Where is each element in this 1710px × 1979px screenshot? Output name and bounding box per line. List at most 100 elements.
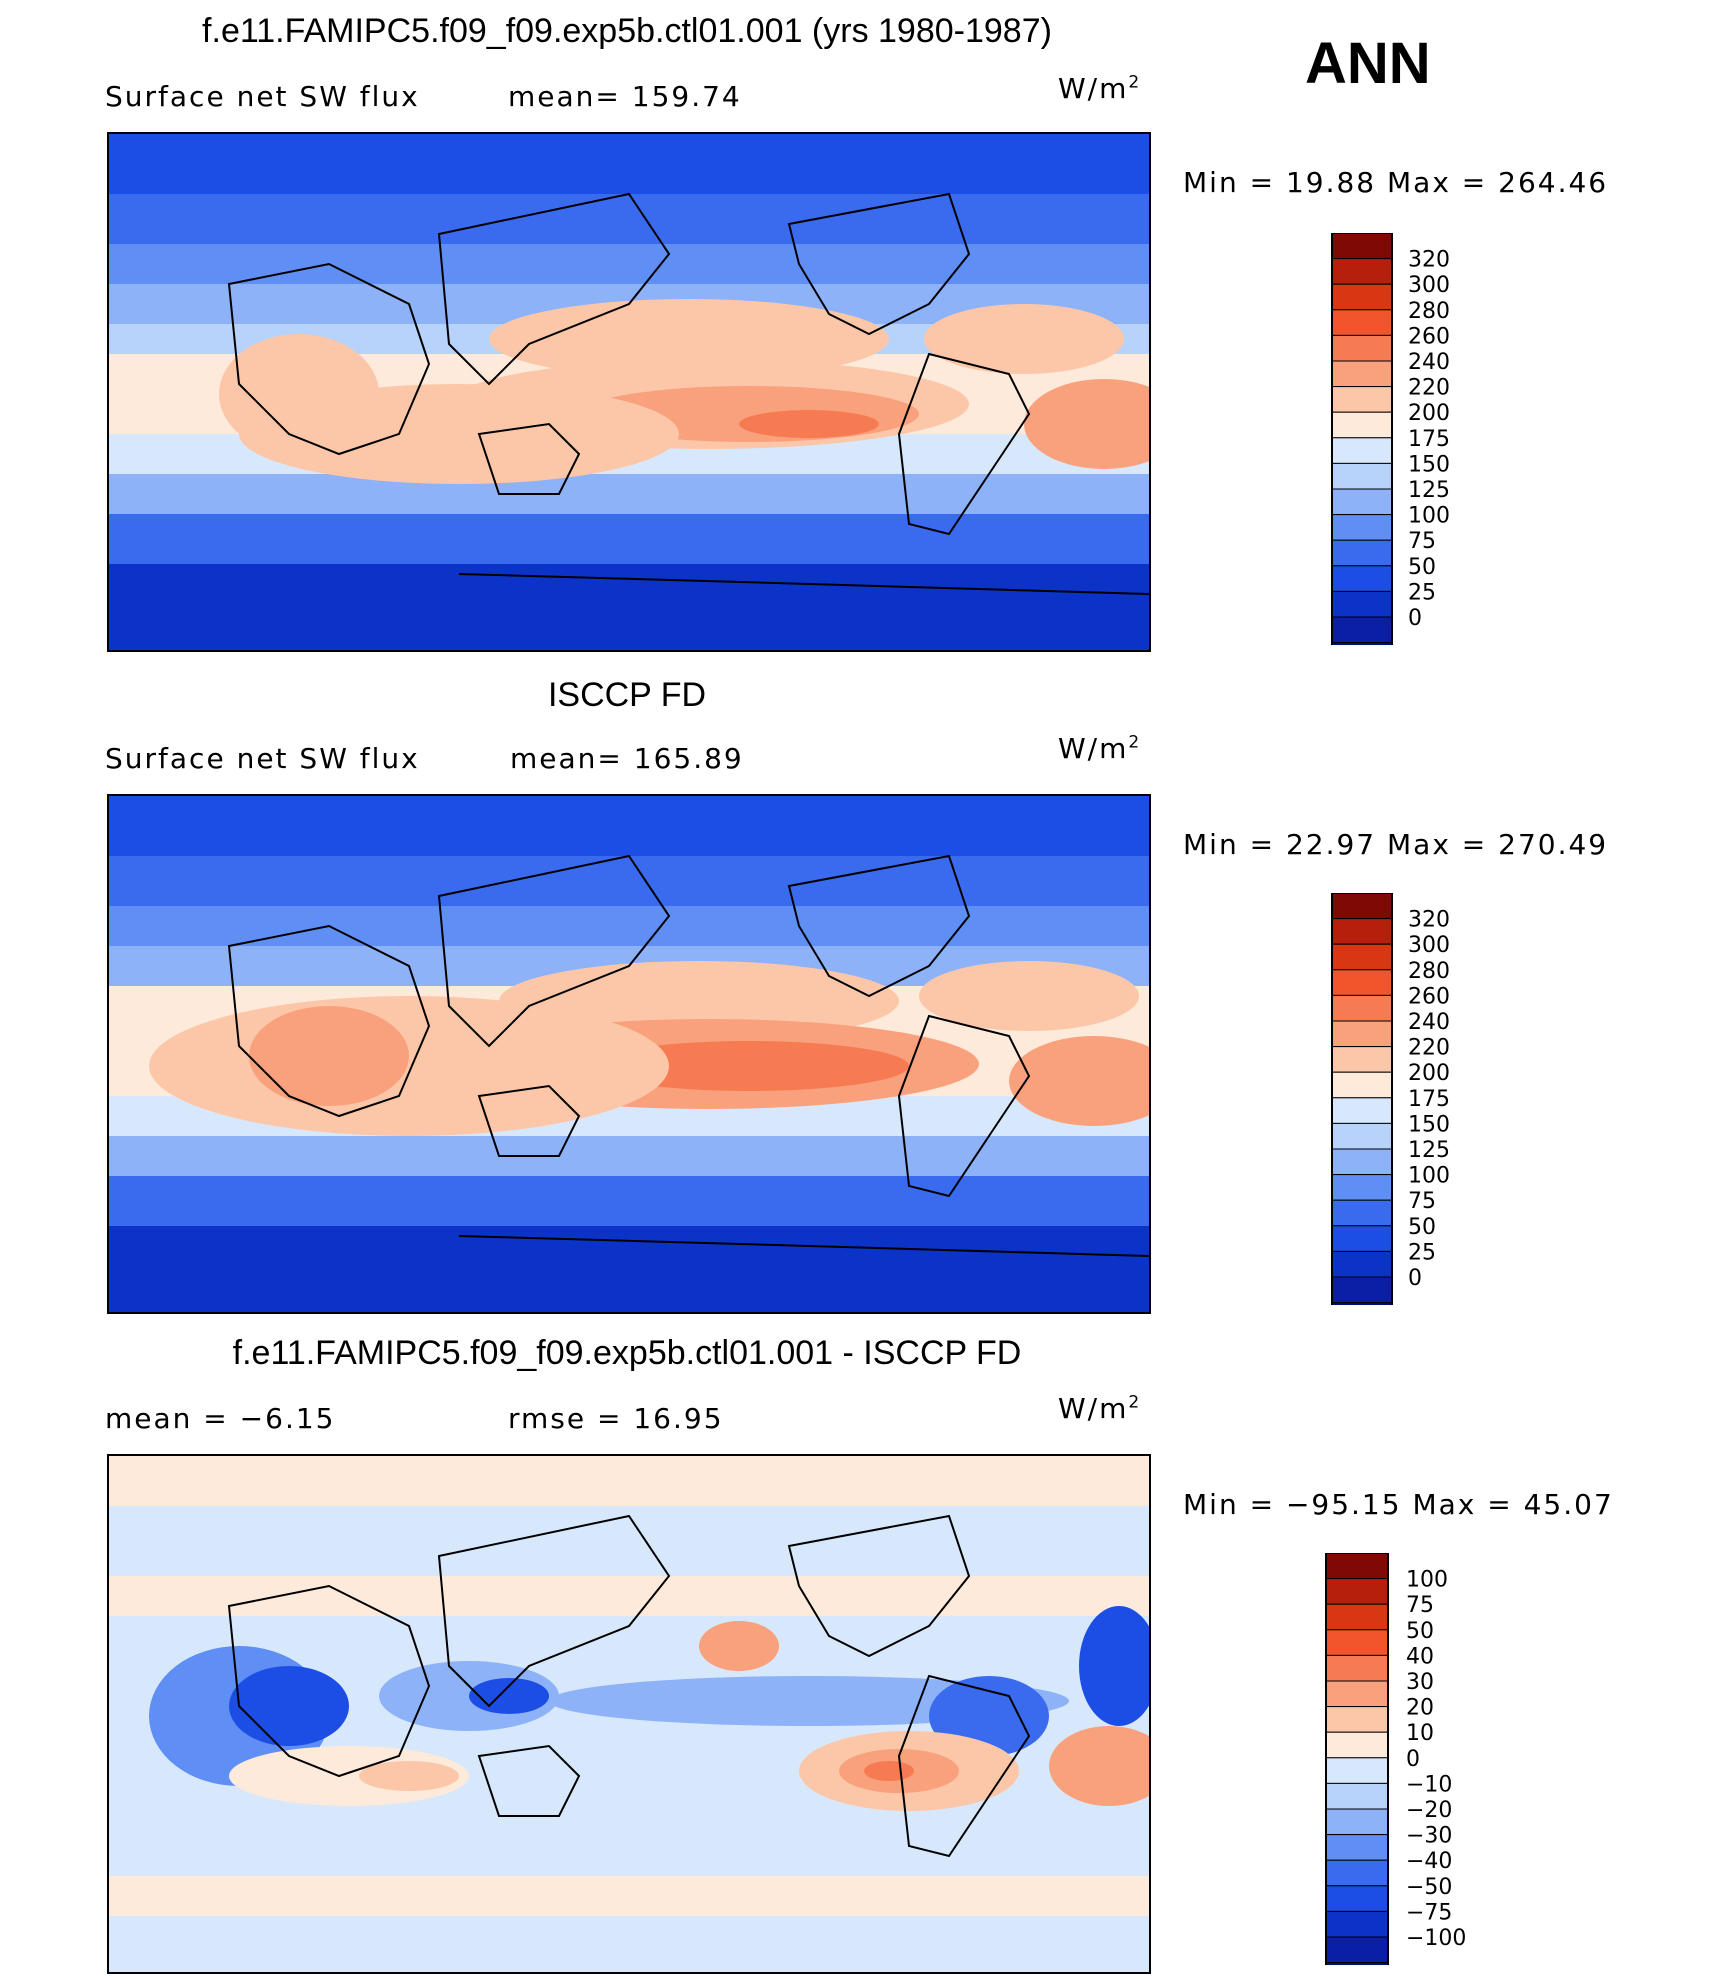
colorbar-swatch [1325,1629,1389,1656]
colorbar-swatch [1325,1706,1389,1733]
colorbar-tick-label: 100 [1408,1164,1450,1189]
colorbar-tick-label: 220 [1408,1036,1450,1061]
panel1-mean: mean= 159.74 [508,80,742,113]
colorbar-swatch [1325,1834,1389,1861]
panel3-minmax: Min = −95.15 Max = 45.07 [1183,1488,1614,1521]
panel1-map-svg [109,134,1149,650]
colorbar-tick-label: 50 [1408,1215,1436,1240]
colorbar-swatch [1331,642,1393,669]
colorbar-tick-label: 200 [1408,1061,1450,1086]
colorbar-swatch [1331,232,1393,260]
colorbar-tick-label: −10 [1406,1772,1452,1797]
colorbar-swatch [1325,1603,1389,1631]
colorbar-tick-label: 320 [1408,908,1450,933]
panel2-title: ISCCP FD [547,676,707,714]
colorbar-swatch [1331,892,1393,920]
colorbar-swatch [1331,994,1393,1022]
colorbar-tick-label: 240 [1408,1010,1450,1035]
colorbar-swatch [1331,1148,1393,1176]
colorbar-swatch [1325,1654,1389,1682]
colorbar-swatch [1325,1808,1389,1836]
panel3-rmse: rmse = 16.95 [508,1402,724,1435]
panel3-map [107,1454,1151,1974]
panel1-map [107,132,1151,652]
colorbar-tick-label: 300 [1408,933,1450,958]
colorbar-tick-label: 280 [1408,959,1450,984]
panel2-colorbar: 320 300 280 260 240 220 200 175 150 125 100 75 50 25 0 [1330,892,1490,1330]
colorbar-swatch [1325,1885,1389,1912]
colorbar-tick-label: −40 [1406,1849,1452,1874]
colorbar-swatch [1331,386,1393,413]
colorbar-swatch [1331,590,1393,618]
colorbar-swatch [1331,1225,1393,1252]
colorbar-tick-label: 175 [1408,427,1450,452]
colorbar-swatch [1331,514,1393,541]
panel3-units: W/m2 [1058,1392,1142,1425]
colorbar-swatch [1331,1097,1393,1124]
colorbar-tick-label: 150 [1408,452,1450,477]
colorbar-swatch [1331,283,1393,311]
panel2-mean: mean= 165.89 [510,742,744,775]
colorbar-swatch [1331,1174,1393,1201]
panel3-mean: mean = −6.15 [105,1402,336,1435]
panel2-minmax: Min = 22.97 Max = 270.49 [1183,828,1609,861]
colorbar-swatch [1325,1552,1389,1580]
colorbar-tick-label: 75 [1406,1593,1434,1618]
colorbar-swatch [1325,1936,1389,1964]
colorbar-swatch [1331,1250,1393,1278]
colorbar-tick-label: 300 [1408,273,1450,298]
panel1-variable: Surface net SW flux [105,80,420,113]
colorbar-tick-label: −100 [1406,1926,1466,1951]
colorbar-tick-label: −75 [1406,1900,1452,1925]
panel3-title: f.e11.FAMIPC5.f09_f09.exp5b.ctl01.001 - … [232,1334,1022,1372]
panel3-colorbar: 100 75 50 40 30 20 10 0 −10 −20 −30 −40 −50 −75 −100 [1324,1552,1494,1979]
colorbar-tick-label: 100 [1408,504,1450,529]
colorbar-swatch [1331,360,1393,388]
colorbar-tick-label: 200 [1408,401,1450,426]
colorbar-tick-label: 280 [1408,299,1450,324]
colorbar-tick-label: 25 [1408,1240,1436,1265]
colorbar-tick-label: 0 [1406,1747,1420,1772]
colorbar-swatch [1331,258,1393,285]
colorbar-swatch [1325,1910,1389,1938]
colorbar-swatch [1331,539,1393,567]
colorbar-swatch [1331,462,1393,490]
colorbar-swatch [1331,1046,1393,1073]
colorbar-tick-label: 40 [1406,1644,1434,1669]
colorbar-swatch [1331,1071,1393,1099]
colorbar-tick-label: 150 [1408,1112,1450,1137]
colorbar-swatch [1331,1276,1393,1304]
colorbar-swatch [1325,1578,1389,1605]
colorbar-swatch [1331,411,1393,439]
colorbar-swatch [1331,437,1393,464]
colorbar-tick-label: 320 [1408,248,1450,273]
colorbar-swatch [1325,1859,1389,1887]
colorbar-tick-label: 50 [1408,555,1436,580]
colorbar-tick-label: −30 [1406,1824,1452,1849]
colorbar-swatch [1325,1757,1389,1784]
panel1-colorbar: 320 300 280 260 240 220 200 175 150 125 100 75 50 25 0 [1330,232,1490,670]
colorbar-tick-label: 30 [1406,1670,1434,1695]
colorbar-swatch [1325,1782,1389,1810]
colorbar-swatch [1331,1199,1393,1227]
colorbar-swatch [1331,969,1393,996]
panel1-title: f.e11.FAMIPC5.f09_f09.exp5b.ctl01.001 (y… [202,12,1052,50]
colorbar-tick-label: 125 [1408,1138,1450,1163]
panel1-minmax: Min = 19.88 Max = 264.46 [1183,166,1609,199]
colorbar-swatch [1325,1731,1389,1759]
colorbar-tick-label: 0 [1408,1266,1422,1291]
colorbar-tick-label: 10 [1406,1721,1434,1746]
colorbar-swatch [1331,488,1393,516]
colorbar-swatch [1331,334,1393,362]
colorbar-tick-label: 100 [1406,1568,1448,1593]
colorbar-tick-label: 175 [1408,1087,1450,1112]
panel2-units: W/m2 [1058,732,1142,765]
colorbar-swatch [1331,309,1393,336]
season-label: ANN [1305,31,1431,96]
colorbar-tick-label: 260 [1408,984,1450,1009]
panel1-units: W/m2 [1058,72,1142,105]
panel2-variable: Surface net SW flux [105,742,420,775]
